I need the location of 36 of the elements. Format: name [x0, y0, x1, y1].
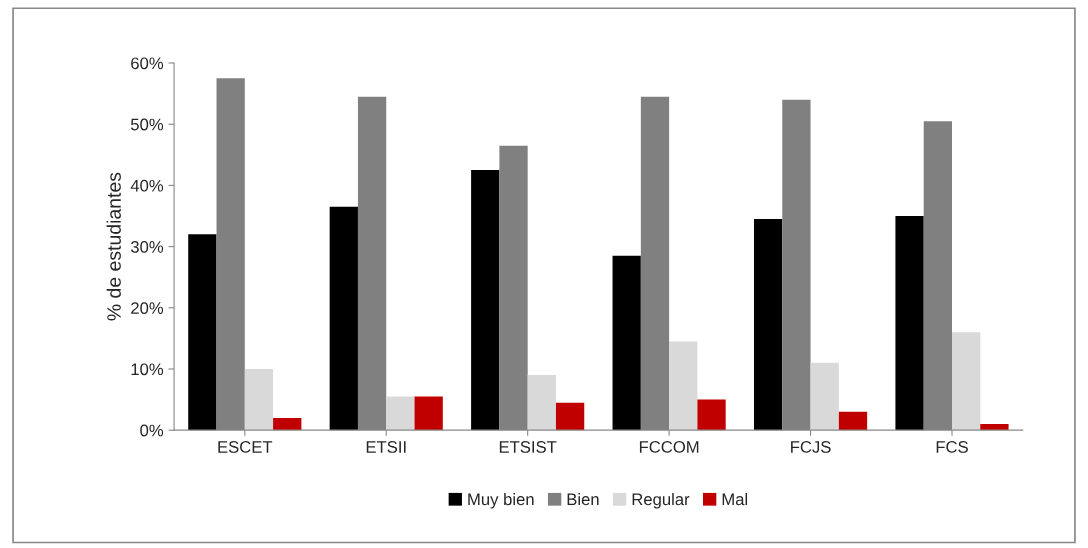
bar — [527, 375, 556, 431]
y-tick-label: 50% — [130, 118, 164, 131]
x-tick-label: ESCET — [218, 441, 273, 453]
y-tick-label: 30% — [130, 241, 164, 253]
bar — [697, 399, 726, 431]
x-tick-label: FCS — [936, 441, 968, 453]
bar — [980, 424, 1009, 431]
legend-label: Regular — [632, 493, 690, 509]
bar — [810, 362, 839, 431]
y-axis-title: % de estudiantes — [106, 172, 121, 321]
x-tick-label: FCJS — [791, 441, 831, 453]
x-tick-label: ETSIST — [499, 441, 557, 453]
legend-label: Mal — [722, 493, 748, 506]
bar — [895, 216, 924, 431]
y-tick-label: 60% — [131, 57, 164, 70]
y-tick-label: 10% — [131, 363, 164, 376]
bar — [669, 341, 698, 431]
y-tick-label: 20% — [131, 302, 164, 314]
bar — [555, 402, 585, 431]
legend-label: Muy bien — [468, 493, 534, 509]
bar — [386, 396, 415, 431]
bar — [244, 368, 274, 431]
y-tick-label: 40% — [130, 179, 164, 192]
y-tick-label: 0% — [140, 424, 164, 437]
bar — [273, 417, 302, 431]
legend-label: Bien — [567, 493, 599, 506]
bar — [471, 170, 500, 431]
x-tick-label: FCCOM — [639, 441, 699, 453]
bar — [414, 396, 443, 431]
bar — [753, 219, 783, 431]
bar — [612, 255, 641, 431]
bar — [188, 234, 217, 431]
bar — [329, 206, 358, 431]
bar — [838, 411, 868, 431]
bar — [952, 332, 981, 431]
x-tick-label: ETSII — [366, 441, 406, 453]
